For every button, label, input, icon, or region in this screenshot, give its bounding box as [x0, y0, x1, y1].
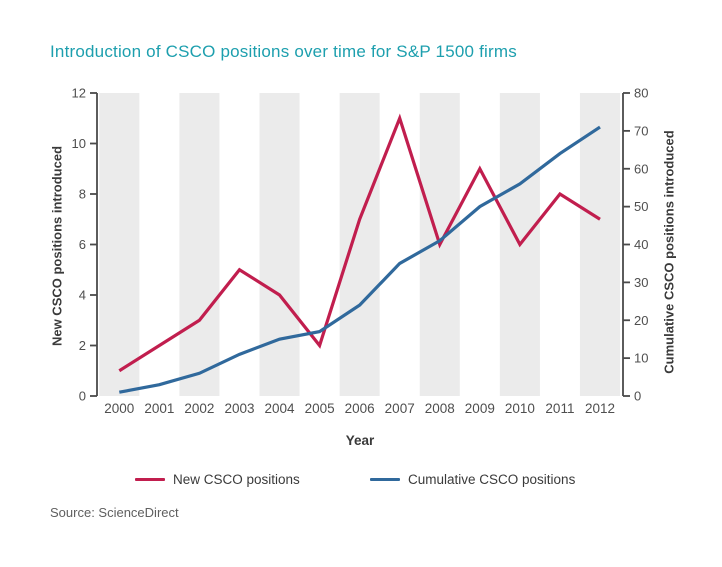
y-tick-label-left: 0: [79, 389, 86, 404]
y-tick-label-right: 40: [634, 237, 648, 252]
series-line-cumulative-csco: [119, 125, 601, 394]
y-tick-label-left: 4: [79, 288, 86, 303]
chart-title: Introduction of CSCO positions over time…: [50, 42, 517, 61]
legend-label: Cumulative CSCO positions: [408, 471, 576, 487]
legend: New CSCO positions Cumulative CSCO posit…: [0, 469, 722, 489]
x-tick-label: 2007: [385, 401, 415, 416]
y-tick-label-left: 12: [72, 86, 86, 101]
y-tick-label-left: 8: [79, 187, 86, 202]
x-tick-label: 2011: [545, 401, 574, 416]
y-tick-label-right: 30: [634, 275, 648, 290]
x-axis-title: Year: [345, 433, 375, 448]
source-text: Source: ScienceDirect: [50, 505, 179, 520]
x-tick-label: 2012: [585, 401, 615, 416]
left-axis-title: New CSCO positions introduced: [49, 145, 65, 347]
legend-swatch-cumulative-csco-line: [370, 477, 400, 481]
x-tick-label: 2006: [345, 401, 375, 416]
y-tick-label-left: 2: [79, 338, 86, 353]
legend-item-new-csco: New CSCO positions: [135, 469, 300, 489]
x-tick-label: 2009: [465, 401, 495, 416]
right-axis-title: Cumulative CSCO positions introduced: [661, 130, 677, 374]
grid-band: [259, 93, 300, 396]
x-tick-label: 2005: [305, 401, 335, 416]
y-tick-label-right: 70: [634, 123, 648, 138]
y-tick-label-right: 80: [634, 86, 648, 101]
y-tick-label-right: 50: [634, 199, 648, 214]
y-tick-label-right: 10: [634, 351, 648, 366]
legend-label: New CSCO positions: [173, 471, 300, 487]
grid-band: [339, 93, 380, 396]
y-tick-label-left: 10: [72, 136, 86, 151]
x-tick-label: 2001: [144, 401, 174, 416]
y-tick-label-right: 0: [634, 389, 641, 404]
y-tick-label-right: 60: [634, 161, 648, 176]
legend-item-cumulative-csco: Cumulative CSCO positions: [370, 469, 575, 489]
x-tick-label: 2010: [505, 401, 535, 416]
grid-band: [179, 93, 220, 396]
grid-band: [99, 93, 140, 396]
x-tick-label: 2000: [104, 401, 134, 416]
x-tick-label: 2008: [425, 401, 455, 416]
x-tick-label: 2002: [184, 401, 214, 416]
legend-swatch-new-csco-line: [135, 477, 165, 481]
grid-band: [579, 93, 621, 396]
y-tick-label-left: 6: [79, 237, 86, 252]
x-tick-label: 2004: [265, 401, 296, 416]
y-tick-label-right: 20: [634, 313, 648, 328]
x-tick-label: 2003: [224, 401, 254, 416]
series-line-new-csco: [118, 113, 601, 373]
